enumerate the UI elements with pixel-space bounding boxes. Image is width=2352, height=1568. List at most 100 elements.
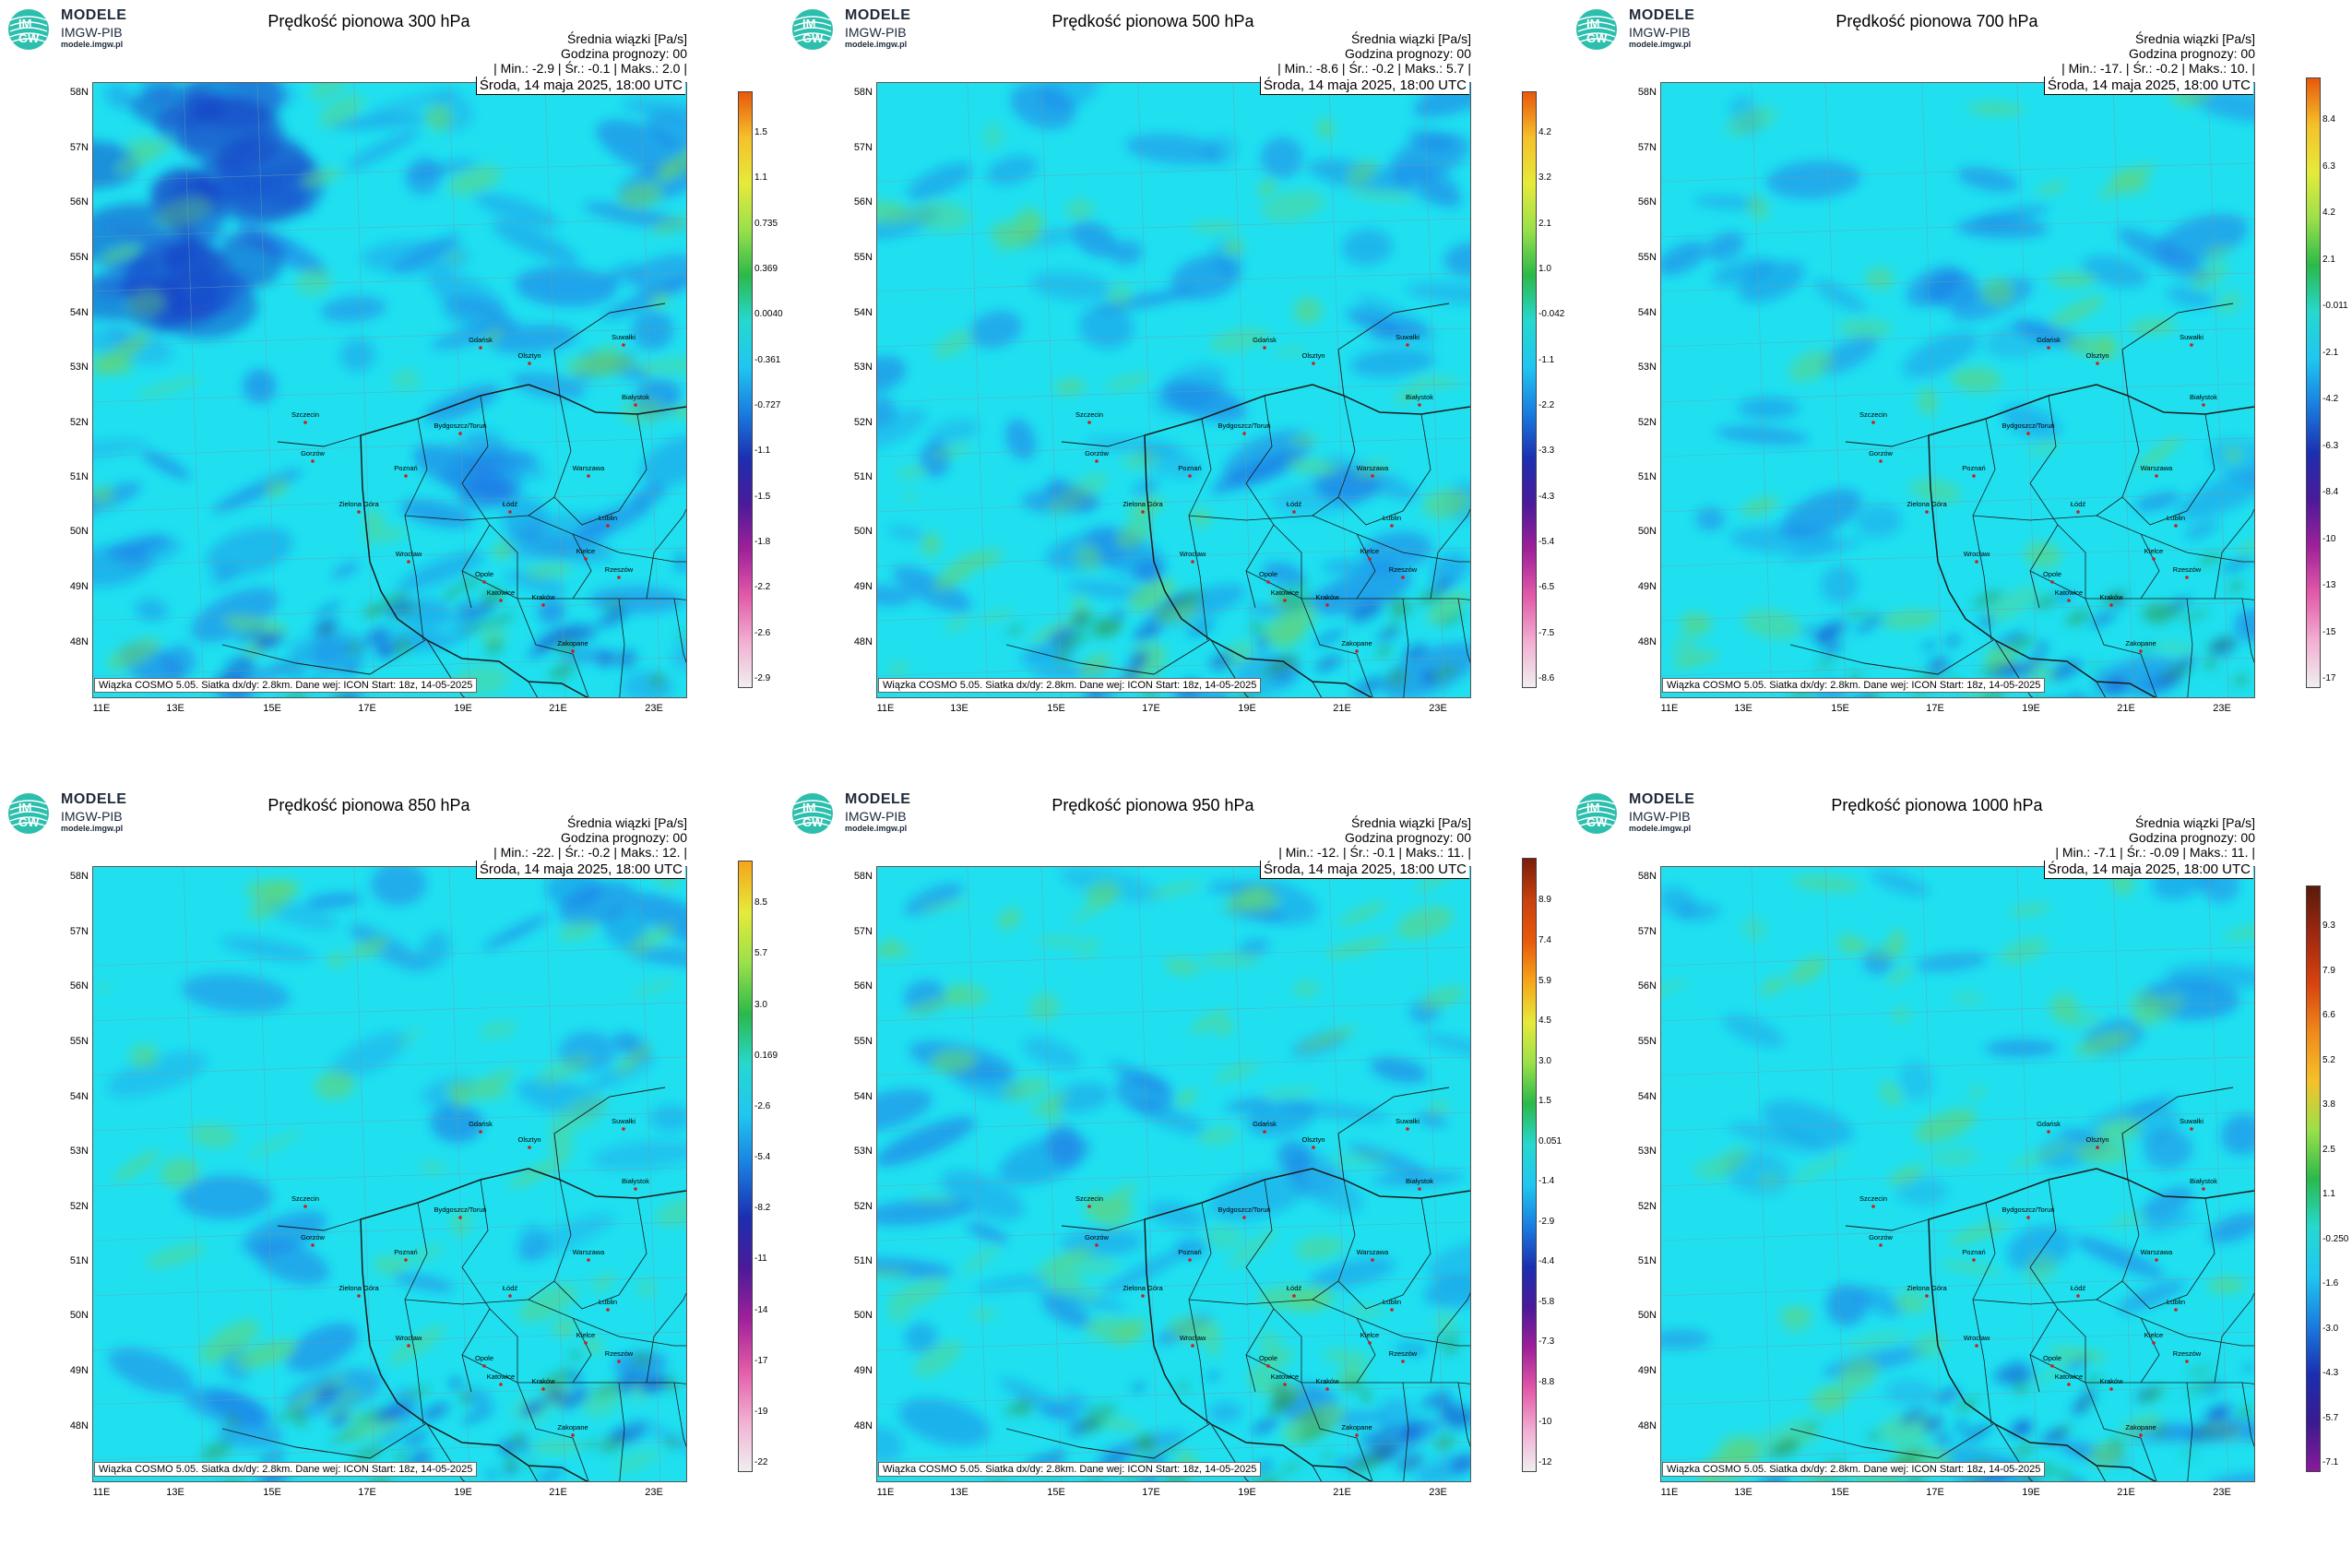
- city-label: Łódź: [1287, 1284, 1302, 1292]
- city-label: Zakopane: [557, 1423, 588, 1431]
- forecast-map: Gdańsk Suwałki Olsztyn Szczecin Białystok Byd…: [1660, 866, 2255, 1482]
- lon-tick-label: 11E: [876, 1487, 895, 1498]
- colorbar-label: 6.6: [2322, 1010, 2335, 1021]
- lat-tick-label: 54N: [853, 307, 873, 318]
- city-marker: Zakopane: [557, 1423, 588, 1437]
- city-label: Łódź: [503, 1284, 518, 1292]
- imgw-badge-icon: IMGW: [8, 793, 49, 834]
- colorbar-label: -0.361: [754, 354, 781, 365]
- colorbar-label: 1.1: [2322, 1189, 2335, 1200]
- lat-tick-label: 52N: [69, 417, 89, 428]
- model-footnote: Wiązka COSMO 5.05. Siatka dx/dy: 2.8km. …: [878, 678, 1262, 693]
- graticule: [877, 867, 1470, 1481]
- city-label: Lublin: [2167, 1298, 2185, 1306]
- colorbar-label: 9.3: [2322, 921, 2335, 932]
- lon-tick-label: 23E: [1429, 1487, 1447, 1498]
- logo-badge-top: IM: [802, 801, 815, 814]
- lat-tick-label: 49N: [69, 1365, 89, 1376]
- city-dot-icon: [1141, 1294, 1145, 1298]
- colorbar-label: -1.8: [754, 537, 771, 548]
- city-marker: Opole: [1259, 1354, 1277, 1368]
- field-texture: [1661, 867, 2254, 1481]
- lat-tick-label: 53N: [853, 1146, 873, 1157]
- city-dot-icon: [528, 1146, 531, 1149]
- lat-tick-label: 51N: [69, 471, 89, 482]
- logo-badge-bottom: GW: [1586, 31, 1608, 45]
- forecast-hour: Godzina prognozy: 00: [1345, 830, 1471, 845]
- lat-tick-label: 50N: [1637, 526, 1657, 537]
- city-dot-icon: [1975, 1344, 1978, 1348]
- city-dot-icon: [2050, 1364, 2054, 1368]
- city-dot-icon: [2155, 1258, 2158, 1262]
- city-marker: Rzeszów: [2173, 1349, 2202, 1363]
- city-label: Warszawa: [573, 464, 606, 472]
- city-dot-icon: [2076, 510, 2080, 514]
- city-marker: Kraków: [531, 593, 555, 607]
- city-marker: Poznań: [1962, 464, 1986, 478]
- city-dot-icon: [617, 576, 621, 579]
- city-dot-icon: [303, 421, 307, 424]
- city-marker: Katowice: [487, 1372, 515, 1386]
- imgw-logo: IM GW MODELE IMGW-PIB modele.imgw.pl: [790, 7, 992, 52]
- city-label: Szczecin: [1859, 410, 1887, 419]
- city-dot-icon: [1325, 603, 1329, 607]
- colorbar-label: -2.2: [754, 582, 771, 593]
- colorbar-label: 7.4: [1538, 935, 1551, 946]
- logo-line2: IMGW-PIB: [1629, 809, 1691, 824]
- city-dot-icon: [479, 1130, 482, 1134]
- city-dot-icon: [606, 524, 610, 528]
- city-marker: Kraków: [531, 1377, 555, 1391]
- city-marker: Rzeszów: [1389, 565, 1418, 579]
- city-dot-icon: [528, 362, 531, 365]
- city-dot-icon: [634, 403, 637, 407]
- lat-tick-label: 53N: [1637, 1146, 1657, 1157]
- city-dot-icon: [1292, 510, 1296, 514]
- forecast-hour: Godzina prognozy: 00: [2129, 46, 2255, 61]
- city-dot-icon: [1371, 474, 1374, 478]
- city-label: Katowice: [1271, 588, 1299, 597]
- logo-badge-top: IM: [1586, 801, 1599, 814]
- city-label: Gorzów: [301, 449, 325, 457]
- city-marker: Kielce: [576, 1331, 595, 1345]
- city-dot-icon: [622, 343, 625, 347]
- lat-tick-label: 55N: [69, 252, 89, 263]
- city-dot-icon: [2174, 1308, 2178, 1312]
- imgw-badge-icon: IMGW: [8, 9, 49, 50]
- panel-title: Prędkość pionowa 850 hPa: [267, 796, 470, 814]
- logo-line2: IMGW-PIB: [61, 25, 123, 40]
- colorbar-label: 1.1: [754, 172, 767, 184]
- colorbar: [2306, 77, 2321, 688]
- city-label: Suwałki: [1396, 1117, 1420, 1125]
- city-marker: Lublin: [599, 1298, 617, 1312]
- imgw-badge-icon: IMGW: [1576, 793, 1617, 834]
- logo-line1: MODELE: [1629, 7, 1695, 23]
- city-dot-icon: [1355, 1433, 1359, 1437]
- lon-tick-label: 19E: [2022, 703, 2040, 714]
- model-footnote: Wiązka COSMO 5.05. Siatka dx/dy: 2.8km. …: [94, 678, 478, 693]
- city-label: Kielce: [1360, 547, 1379, 555]
- city-marker: Kielce: [576, 547, 595, 561]
- colorbar-label: -11: [754, 1253, 767, 1265]
- city-marker: Gdańsk: [1253, 336, 1277, 350]
- city-marker: Bydgoszcz/Toruń: [2002, 422, 2055, 435]
- city-marker: Gorzów: [301, 449, 326, 463]
- city-dot-icon: [1266, 1364, 1270, 1368]
- min-mean-max-stats: | Min.: -12. | Śr.: -0.1 | Maks.: 11. |: [1278, 845, 1471, 860]
- city-marker: Bydgoszcz/Toruń: [2002, 1206, 2055, 1219]
- panel-title: Prędkość pionowa 1000 hPa: [1831, 796, 2043, 814]
- colorbar: [2306, 885, 2321, 1472]
- lat-tick-label: 58N: [69, 87, 89, 98]
- city-dot-icon: [2139, 1433, 2143, 1437]
- colorbar-label: 1.5: [754, 127, 767, 138]
- logo-line1: MODELE: [61, 7, 127, 23]
- city-dot-icon: [2047, 1130, 2050, 1134]
- lat-tick-label: 58N: [853, 871, 873, 882]
- model-footnote: Wiązka COSMO 5.05. Siatka dx/dy: 2.8km. …: [1662, 1462, 2046, 1477]
- city-marker: Bydgoszcz/Toruń: [434, 422, 487, 435]
- poland-border: [1928, 384, 2254, 697]
- lat-tick-label: 51N: [1637, 471, 1657, 482]
- colorbar-label: -5.4: [1538, 537, 1555, 548]
- colorbar-label: -0.042: [1538, 309, 1565, 320]
- city-label: Lublin: [2167, 514, 2185, 522]
- city-marker: Poznań: [1178, 1248, 1202, 1262]
